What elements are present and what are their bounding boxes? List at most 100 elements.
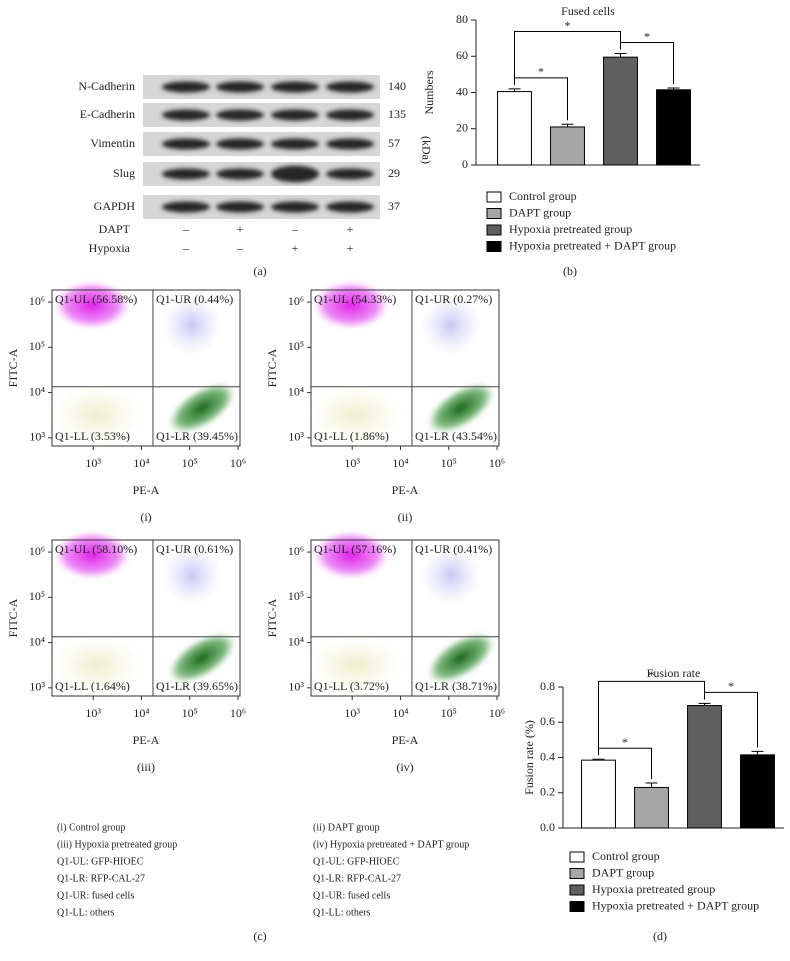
quadrant-label: Q1-UR (0.27%) [415, 292, 492, 306]
blot-band [326, 138, 374, 150]
kda-label: 37 [388, 199, 400, 213]
plot-frame [51, 289, 241, 447]
cell-cloud-ul [54, 531, 130, 579]
y-axis-label: FITC-A [265, 348, 279, 387]
legend-swatch [486, 191, 502, 203]
blot-band [162, 109, 210, 121]
protein-label: Slug [113, 166, 135, 180]
blot-band [162, 201, 210, 213]
y-tick-label: 10⁶ [29, 544, 45, 558]
panel-label: (d) [653, 929, 667, 943]
cell-cloud-lr [427, 382, 495, 434]
y-tick-label: 10⁵ [288, 589, 304, 603]
error-bar [698, 702, 711, 706]
condition-sign: + [347, 222, 354, 236]
y-tick-label: 10³ [29, 680, 45, 694]
x-axis-label: PE-A [392, 733, 419, 747]
cell-cloud-ur [162, 545, 222, 605]
condition-sign: + [292, 241, 299, 255]
cell-cloud-ur [162, 295, 222, 355]
legend-label: DAPT group [509, 205, 571, 219]
condition-sign: – [182, 222, 190, 236]
blot-band [326, 81, 374, 93]
bar [550, 126, 585, 166]
blot-band [271, 138, 319, 150]
blot-band [326, 168, 374, 180]
flow-plot: 10³ 10⁴ 10⁵ 10⁶ 10³ 10⁴ 10⁵ 10⁶ Q1-UL (57.16%) Q1… [265, 531, 505, 774]
condition-sign: – [182, 241, 190, 255]
y-tick-label: 10⁵ [288, 339, 304, 353]
significance-label: * [649, 668, 655, 682]
chart-title: Fusion rate [647, 666, 701, 680]
y-axis-label: Fusion rate (%) [522, 720, 536, 795]
legend-label: Control group [592, 849, 660, 863]
protein-label: Vimentin [90, 136, 135, 150]
kda-label: 29 [388, 166, 400, 180]
significance-label: * [538, 65, 544, 79]
legend-note: Q1-LL: others [57, 907, 115, 918]
y-tick-label: 10⁴ [29, 634, 45, 648]
blot-band [216, 138, 264, 150]
legend-label: Hypoxia pretreated + DAPT group [592, 898, 759, 912]
legend-label: Control group [509, 189, 577, 203]
bar [497, 91, 532, 166]
error-bar [592, 758, 605, 761]
y-tick-label: 10⁶ [29, 294, 45, 308]
y-tick-label: 10³ [288, 680, 304, 694]
y-tick-label: 20 [456, 121, 468, 135]
plot-frame [310, 539, 500, 697]
x-tick-label: 10³ [85, 456, 101, 470]
bar [687, 705, 722, 829]
subpanel-label: (iii) [137, 760, 155, 774]
cell-cloud-ul [313, 531, 389, 579]
blot-band [216, 201, 264, 213]
kda-label: 135 [388, 107, 406, 121]
cell-cloud-lr [168, 382, 236, 434]
y-tick-label: 40 [456, 84, 468, 98]
legend-swatch [569, 901, 585, 912]
quadrant-label: Q1-LR (38.71%) [415, 679, 497, 693]
blot-band [216, 168, 264, 180]
kda-label: 140 [388, 79, 406, 93]
blot-band [162, 138, 210, 150]
legend-note: Q1-UL: GFP-HIOEC [313, 856, 400, 867]
x-tick-label: 10⁵ [182, 706, 198, 720]
x-tick-label: 10⁶ [489, 706, 505, 720]
legend-note: (iii) Hypoxia pretreated group [57, 839, 177, 850]
condition-label: DAPT [99, 222, 131, 236]
y-tick-label: 60 [456, 48, 468, 62]
quadrant-label: Q1-LR (39.45%) [156, 429, 238, 443]
legend-note: (iv) Hypoxia pretreated + DAPT group [313, 839, 469, 850]
cell-cloud-ll [306, 383, 406, 447]
y-tick-label: 0.4 [540, 749, 555, 763]
legend-note: (i) Control group [57, 822, 125, 833]
y-axis-label: FITC-A [265, 598, 279, 637]
x-tick-label: 10⁶ [489, 456, 505, 470]
significance-label: * [644, 29, 650, 43]
panel-label: (a) [253, 264, 266, 278]
bar [740, 754, 775, 829]
y-axis-label: FITC-A [6, 598, 20, 637]
y-tick-label: 0 [462, 157, 468, 171]
y-tick-label: 0.2 [540, 785, 555, 799]
y-tick-label: 10⁴ [288, 634, 304, 648]
legend-swatch [569, 884, 585, 896]
panel-label: (c) [253, 929, 266, 943]
cell-cloud-ll [47, 633, 147, 697]
protein-label: GAPDH [94, 199, 136, 213]
legend-swatch [486, 224, 502, 236]
quadrant-label: Q1-UL (54.33%) [314, 292, 396, 306]
cell-cloud-ul [54, 281, 130, 329]
error-bar [667, 87, 680, 90]
y-tick-label: 10⁶ [288, 544, 304, 558]
x-tick-label: 10⁵ [441, 456, 457, 470]
condition-sign: – [291, 222, 299, 236]
y-axis-label: FITC-A [6, 348, 20, 387]
significance-label: * [565, 18, 571, 32]
kda-unit: (kDa) [419, 136, 433, 164]
blot-band [216, 109, 264, 121]
blot-band [326, 109, 374, 121]
error-bar [561, 123, 574, 127]
y-tick-label: 10⁴ [29, 384, 45, 398]
